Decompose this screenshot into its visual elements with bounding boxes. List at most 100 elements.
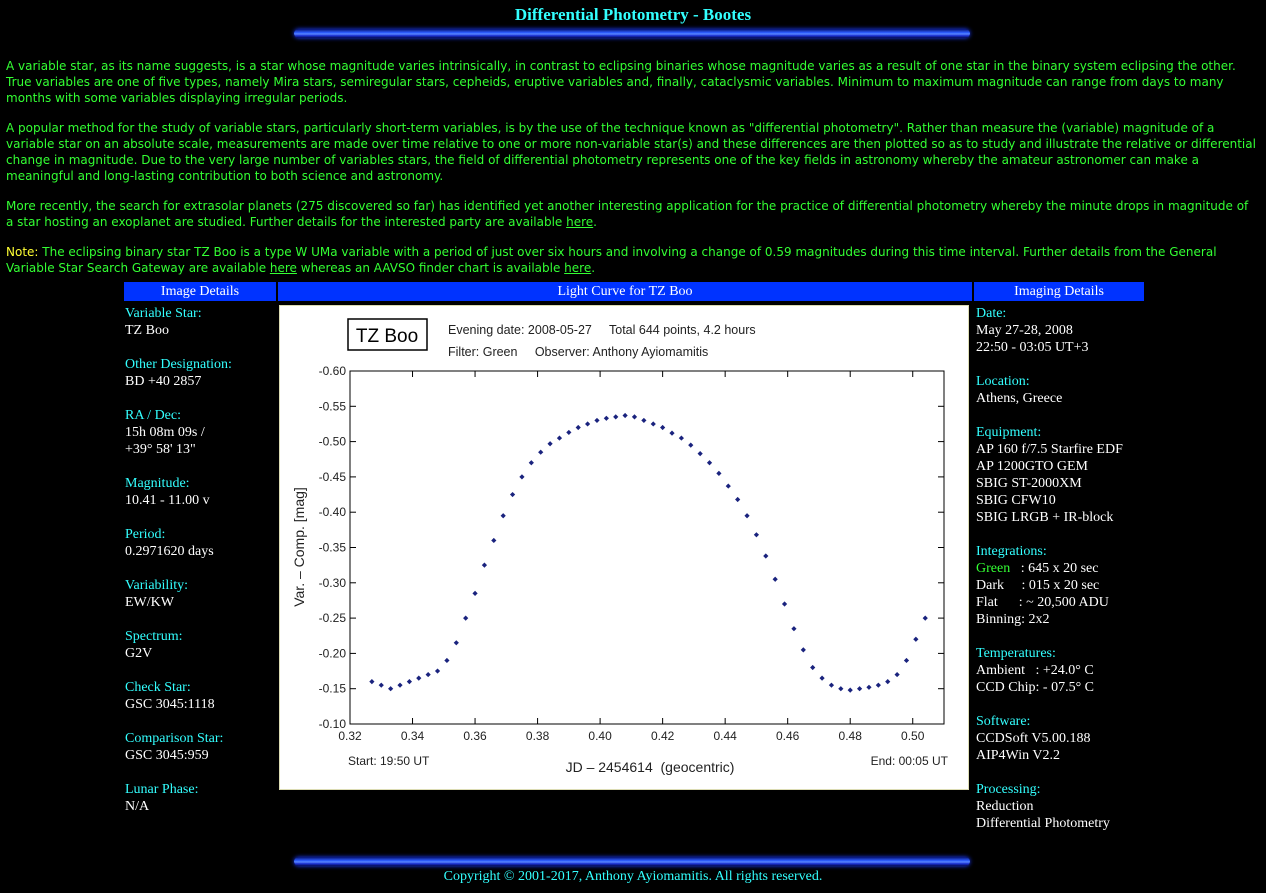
data-point	[885, 679, 891, 685]
data-point	[416, 675, 422, 681]
detail-spectrum: Spectrum: G2V	[125, 628, 275, 662]
data-point	[903, 657, 910, 664]
imaging-temperatures: Temperatures: Ambient : +24.0° C CCD Chip…	[976, 645, 1156, 696]
detail-label: Other Designation:	[125, 357, 232, 372]
gcvs-details-link[interactable]: here	[269, 261, 297, 275]
data-point	[566, 429, 572, 436]
imaging-value: May 27-28, 2008 22:50 - 03:05 UT+3	[976, 323, 1089, 355]
data-point	[810, 664, 816, 671]
imaging-location: Location: Athens, Greece	[976, 373, 1156, 407]
x-tick-label: 0.42	[651, 729, 675, 743]
intro-paragraph-2: A popular method for the study of variab…	[6, 121, 1256, 183]
detail-comparison-star: Comparison Star: GSC 3045:959	[125, 730, 275, 764]
imaging-label: Software:	[976, 714, 1031, 729]
data-point	[856, 686, 863, 692]
data-point	[538, 449, 544, 455]
green-integration: : 645 x 20 sec	[1010, 561, 1099, 576]
data-point	[585, 421, 591, 427]
note-paragraph: Note: The eclipsing binary star TZ Boo i…	[6, 244, 1258, 276]
y-tick-label: -0.25	[319, 611, 347, 625]
page-title: Differential Photometry - Bootes	[514, 5, 752, 24]
data-point	[622, 412, 628, 419]
y-tick-label: -0.30	[319, 576, 347, 590]
y-tick-label: -0.10	[319, 717, 347, 731]
detail-value: BD +40 2857	[125, 374, 202, 389]
detail-label: Lunar Phase:	[125, 782, 199, 797]
imaging-value: AP 160 f/7.5 Starfire EDF AP 1200GTO GEM…	[976, 442, 1123, 525]
data-point	[434, 668, 441, 674]
data-point	[838, 686, 844, 692]
exoplanet-details-link[interactable]: here	[566, 215, 594, 229]
imaging-value: CCDSoft V5.00.188 AIP4Win V2.2	[976, 731, 1091, 763]
data-point	[913, 636, 919, 642]
detail-value: GSC 3045:959	[125, 748, 209, 763]
data-point	[763, 553, 769, 559]
chart-info-line-1: Evening date: 2008-05-27 Total 644 point…	[448, 323, 756, 337]
data-point	[481, 562, 488, 568]
y-tick-label: -0.60	[319, 364, 347, 378]
data-point	[425, 671, 431, 678]
data-point	[378, 682, 384, 688]
detail-variability: Variability: EW/KW	[125, 577, 275, 611]
detail-value: 10.41 - 11.00 v	[125, 493, 210, 508]
data-point	[613, 414, 619, 420]
data-point	[744, 513, 750, 519]
data-point	[866, 684, 872, 690]
x-tick-label: 0.36	[463, 729, 487, 743]
y-tick-label: -0.55	[319, 399, 347, 413]
chart-title: TZ Boo	[356, 326, 418, 347]
chart-info-line-2: Filter: Green Observer: Anthony Ayiomami…	[448, 345, 708, 359]
imaging-value: Ambient : +24.0° C CCD Chip: - 07.5° C	[976, 663, 1095, 695]
intro-paragraph-1: A variable star, as its name suggests, i…	[6, 59, 1236, 105]
imaging-label: Date:	[976, 306, 1007, 321]
footer-divider-bar	[294, 857, 970, 866]
intro-p3-end: .	[593, 215, 597, 229]
x-tick-label: 0.34	[401, 729, 425, 743]
detail-magnitude: Magnitude: 10.41 - 11.00 v	[125, 475, 275, 509]
y-tick-label: -0.35	[319, 541, 347, 555]
imaging-label: Equipment:	[976, 425, 1042, 440]
image-details-header: Image Details	[124, 282, 276, 301]
data-point	[397, 682, 403, 688]
data-point	[669, 430, 675, 436]
detail-check-star: Check Star: GSC 3045:1118	[125, 679, 275, 713]
intro-text: A variable star, as its name suggests, i…	[6, 58, 1258, 290]
data-point	[650, 421, 656, 427]
y-tick-label: -0.15	[319, 682, 347, 696]
imaging-details-header: Imaging Details	[974, 282, 1144, 301]
y-tick-label: -0.40	[319, 505, 347, 519]
detail-variable-star: Variable Star: TZ Boo	[125, 305, 275, 339]
detail-ra-dec: RA / Dec: 15h 08m 09s / +39° 58' 13"	[125, 407, 275, 458]
data-point	[697, 451, 703, 457]
chart-axes: 0.32 0.34 0.36 0.38 0.40 0.42 0.44 0.46 0.48 0.50…	[319, 364, 944, 743]
data-point	[706, 460, 713, 466]
data-point	[660, 424, 666, 431]
data-point	[753, 532, 760, 538]
data-point	[716, 470, 722, 476]
data-point	[509, 491, 516, 498]
detail-value: GSC 3045:1118	[125, 697, 215, 712]
y-tick-label: -0.20	[319, 646, 347, 660]
detail-other-designation: Other Designation: BD +40 2857	[125, 356, 275, 390]
data-point	[847, 687, 853, 693]
imaging-date: Date: May 27-28, 2008 22:50 - 03:05 UT+3	[976, 305, 1156, 356]
data-point	[369, 679, 375, 685]
aavso-chart-link[interactable]: here	[564, 261, 592, 275]
data-point	[519, 474, 525, 480]
x-tick-label: 0.44	[713, 729, 737, 743]
imaging-software: Software: CCDSoft V5.00.188 AIP4Win V2.2	[976, 713, 1156, 764]
data-point	[603, 415, 609, 421]
detail-label: Variability:	[125, 578, 188, 593]
data-point	[772, 576, 778, 582]
x-tick-label: 0.50	[901, 729, 925, 743]
imaging-label: Processing:	[976, 782, 1041, 797]
data-point	[500, 513, 506, 519]
data-point	[491, 537, 497, 544]
chart-data-points	[369, 412, 928, 693]
detail-value: TZ Boo	[125, 323, 169, 338]
detail-label: Check Star:	[125, 680, 191, 695]
data-point	[547, 441, 553, 447]
data-point	[594, 417, 600, 424]
detail-value: G2V	[125, 646, 153, 661]
data-point	[444, 657, 450, 664]
